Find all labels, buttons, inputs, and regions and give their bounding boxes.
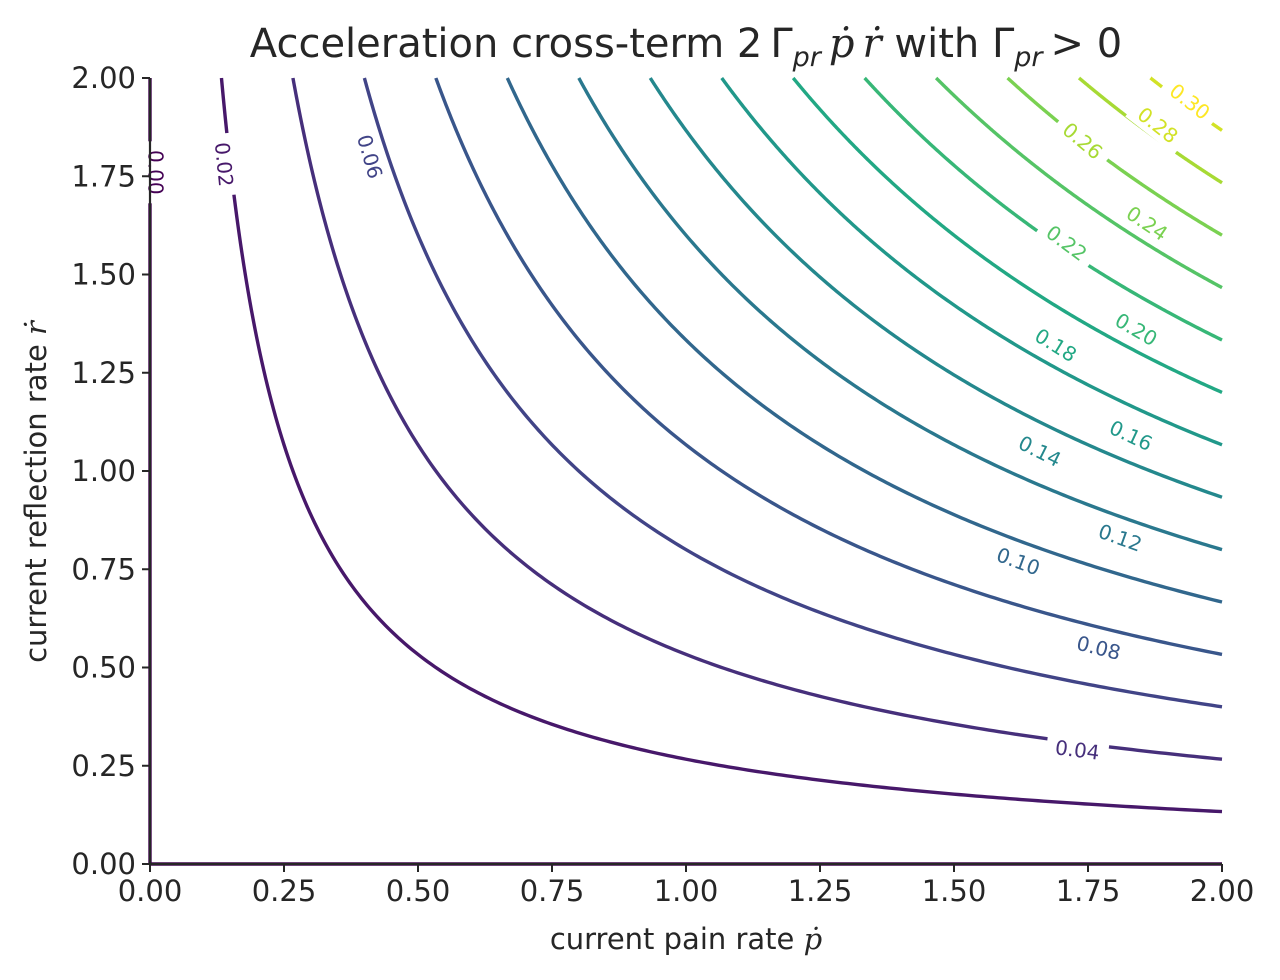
chart-title: Acceleration cross-term 2 Γpr ṗ ṙ with Γ…	[249, 21, 1123, 73]
y-tick-label: 0.50	[71, 651, 136, 685]
y-tick-label: 1.25	[71, 356, 136, 390]
contour-labels: 0.00 0.02 0.060.040.080.100.120.14 0.160.18…	[142, 72, 1223, 767]
x-tick-label: 2.00	[1190, 874, 1255, 908]
contour-line-0-02	[219, 77, 1223, 814]
contour-line-0-04	[291, 77, 1223, 761]
contour-label-0-02: 0.02	[208, 132, 240, 197]
contour-label-0-20: 0.20	[1102, 302, 1170, 357]
y-tick-label: 1.75	[71, 159, 136, 193]
contour-label-0-06: 0.06	[348, 123, 391, 190]
contour-label-text-0-08: 0.08	[1074, 631, 1123, 665]
contour-label-0-22: 0.22	[1033, 214, 1100, 272]
y-tick-label: 1.50	[71, 258, 136, 292]
x-tick-label: 1.25	[788, 874, 853, 908]
contour-line-0-16	[720, 76, 1223, 447]
x-tick-label: 1.75	[1056, 874, 1121, 908]
x-tick-label: 1.50	[922, 874, 987, 908]
contour-line-0-08	[434, 77, 1223, 657]
contour-label-0-12: 0.12	[1086, 515, 1154, 561]
y-axis-label: current reflection rate ṙ	[19, 321, 53, 663]
contour-line-0-20	[863, 76, 1223, 342]
y-tick-label: 0.25	[71, 749, 136, 783]
contour-label-0-26: 0.26	[1050, 111, 1115, 171]
contour-line-0-18	[791, 76, 1223, 394]
x-axis-label: current pain rate ṗ	[549, 922, 823, 956]
x-tick-label: 0.00	[118, 874, 183, 908]
contour-label-text-0-04: 0.04	[1054, 735, 1101, 765]
contour-label-text-0-00: 0.00	[143, 150, 167, 195]
y-tick-label: 2.00	[71, 61, 136, 95]
contour-label-0-00: 0.00	[142, 141, 169, 204]
axes: 0.00 0.25 0.50 0.75 1.00 1.25 1.50 1.75 2.00 0.00…	[71, 61, 1254, 908]
contour-label-text-0-02: 0.02	[210, 141, 238, 188]
y-tick-label: 0.75	[71, 552, 136, 586]
x-tick-label: 0.75	[520, 874, 585, 908]
y-tick-label: 0.00	[71, 847, 136, 881]
x-tick-label: 0.25	[252, 874, 317, 908]
contour-label-0-10: 0.10	[984, 538, 1052, 585]
x-tick-label: 0.50	[386, 874, 451, 908]
contour-label-0-18: 0.18	[1022, 317, 1090, 373]
contour-line-0-14	[648, 77, 1223, 499]
contour-line-0-06	[362, 77, 1223, 709]
contour-line-0-10	[505, 77, 1223, 604]
x-tick-label: 1.00	[654, 874, 719, 908]
contour-label-0-04: 0.04	[1044, 733, 1110, 767]
contour-line-0-12	[577, 77, 1223, 552]
contour-line-0-22	[934, 76, 1223, 290]
y-tick-label: 1.00	[71, 454, 136, 488]
